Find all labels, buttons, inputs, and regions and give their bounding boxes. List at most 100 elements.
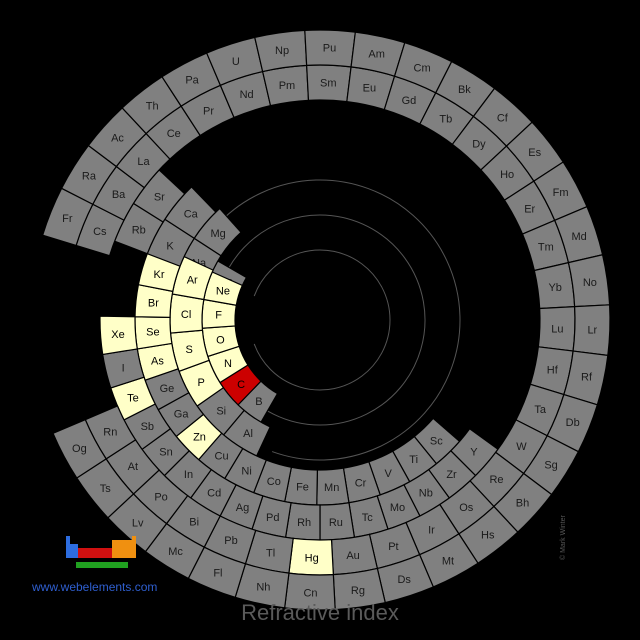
chart-title: Refractive index xyxy=(241,600,399,625)
element-symbol-mt: Mt xyxy=(442,556,454,568)
element-symbol-rn: Rn xyxy=(103,426,117,438)
element-symbol-ac: Ac xyxy=(111,133,124,145)
element-symbol-gd: Gd xyxy=(402,95,417,107)
element-symbol-fe: Fe xyxy=(296,482,309,494)
element-symbol-as: As xyxy=(151,356,164,368)
element-symbol-sc: Sc xyxy=(430,435,443,447)
element-symbol-cf: Cf xyxy=(497,112,509,124)
spiral-guide-2 xyxy=(253,249,391,391)
element-symbol-u: U xyxy=(232,56,240,68)
element-symbol-p: P xyxy=(197,377,204,389)
element-symbol-au: Au xyxy=(346,550,359,562)
element-symbol-yb: Yb xyxy=(548,282,561,294)
element-symbol-sn: Sn xyxy=(159,447,172,459)
element-symbol-te: Te xyxy=(127,392,139,404)
element-symbol-mg: Mg xyxy=(210,228,225,240)
element-symbol-db: Db xyxy=(566,417,580,429)
element-symbol-lv: Lv xyxy=(132,518,144,530)
element-symbol-cs: Cs xyxy=(93,226,107,238)
element-symbol-sg: Sg xyxy=(544,459,557,471)
element-symbol-am: Am xyxy=(368,48,385,60)
element-symbol-n: N xyxy=(224,358,232,370)
element-cell-og[interactable] xyxy=(52,418,107,479)
element-symbol-es: Es xyxy=(528,147,541,159)
logo-block-f xyxy=(76,562,128,568)
element-symbol-hg: Hg xyxy=(305,552,319,564)
element-symbol-at: At xyxy=(128,461,138,473)
element-symbol-ta: Ta xyxy=(534,404,547,416)
element-symbol-dy: Dy xyxy=(472,139,486,151)
element-symbol-bk: Bk xyxy=(458,84,471,96)
element-symbol-si: Si xyxy=(216,406,226,418)
element-symbol-ag: Ag xyxy=(236,502,249,514)
element-symbol-ba: Ba xyxy=(112,189,126,201)
element-symbol-tm: Tm xyxy=(538,242,554,254)
logo-block-d xyxy=(78,548,112,558)
element-symbol-y: Y xyxy=(470,447,478,459)
element-symbol-pt: Pt xyxy=(388,541,398,553)
element-symbol-mn: Mn xyxy=(324,482,339,494)
webelements-link[interactable]: www.webelements.com xyxy=(32,580,158,594)
element-symbol-fm: Fm xyxy=(553,187,569,199)
element-symbol-po: Po xyxy=(154,491,167,503)
element-symbol-no: No xyxy=(583,277,597,289)
element-symbol-k: K xyxy=(166,240,174,252)
element-symbol-al: Al xyxy=(243,428,253,440)
element-symbol-ce: Ce xyxy=(167,128,181,140)
element-symbol-fr: Fr xyxy=(62,213,73,225)
element-symbol-in: In xyxy=(184,469,193,481)
element-symbol-br: Br xyxy=(148,297,159,309)
element-symbol-xe: Xe xyxy=(111,329,124,341)
element-symbol-pb: Pb xyxy=(224,535,237,547)
element-symbol-i: I xyxy=(122,362,125,374)
element-symbol-la: La xyxy=(137,156,150,168)
element-symbol-ga: Ga xyxy=(174,409,190,421)
element-symbol-re: Re xyxy=(489,474,503,486)
spiral-guide-0 xyxy=(187,179,461,461)
logo-block-s xyxy=(70,544,78,558)
element-cell-xe[interactable] xyxy=(99,315,138,356)
element-symbol-f: F xyxy=(215,310,222,322)
element-symbol-zr: Zr xyxy=(446,469,457,481)
element-symbol-bi: Bi xyxy=(189,516,199,528)
element-symbol-bh: Bh xyxy=(516,497,529,509)
element-symbol-v: V xyxy=(384,468,392,480)
element-symbol-zn: Zn xyxy=(193,431,206,443)
copyright-credit: © Mark Winter xyxy=(560,515,567,560)
element-symbol-tc: Tc xyxy=(362,512,374,524)
element-symbol-s: S xyxy=(186,344,193,356)
element-symbol-o: O xyxy=(216,334,225,346)
element-symbol-se: Se xyxy=(146,327,159,339)
element-symbol-pm: Pm xyxy=(279,80,296,92)
element-symbol-kr: Kr xyxy=(153,269,164,281)
element-symbol-b: B xyxy=(255,396,262,408)
element-symbol-pu: Pu xyxy=(323,43,336,55)
element-symbol-ni: Ni xyxy=(241,466,251,478)
element-symbol-ts: Ts xyxy=(100,483,112,495)
element-symbol-w: W xyxy=(516,441,527,453)
element-symbol-ra: Ra xyxy=(82,171,97,183)
element-symbol-ds: Ds xyxy=(397,574,411,586)
element-symbol-pd: Pd xyxy=(266,512,279,524)
element-symbol-ti: Ti xyxy=(409,454,418,466)
element-symbol-pa: Pa xyxy=(185,74,199,86)
element-symbol-rh: Rh xyxy=(297,517,311,529)
element-symbol-ne: Ne xyxy=(216,285,230,297)
element-symbol-rb: Rb xyxy=(132,225,146,237)
element-symbol-md: Md xyxy=(572,231,587,243)
element-symbol-nd: Nd xyxy=(240,89,254,101)
logo-block-p-right xyxy=(132,536,136,558)
element-symbol-hs: Hs xyxy=(481,530,495,542)
element-symbol-hf: Hf xyxy=(547,364,559,376)
element-symbol-pr: Pr xyxy=(203,105,214,117)
webelements-logo xyxy=(66,536,136,568)
element-symbol-cu: Cu xyxy=(215,451,229,463)
spiral-guide-1 xyxy=(220,214,426,426)
element-symbol-c: C xyxy=(237,379,245,391)
element-symbol-cn: Cn xyxy=(303,587,317,599)
element-symbol-np: Np xyxy=(275,45,289,57)
element-symbol-nh: Nh xyxy=(256,582,270,594)
element-symbol-os: Os xyxy=(459,502,474,514)
